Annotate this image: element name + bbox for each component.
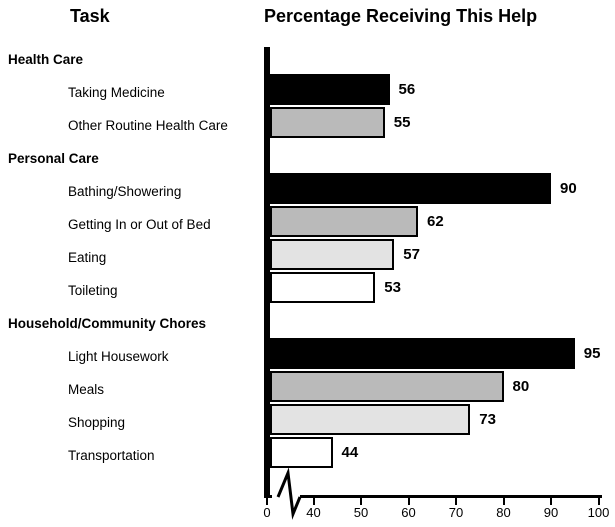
group-label: Household/Community Chores <box>8 316 207 331</box>
x-tick-mark <box>312 498 315 505</box>
task-label: Light Housework <box>68 349 169 364</box>
bar <box>270 173 551 204</box>
bar-value-label: 90 <box>560 180 577 197</box>
bar-value-label: 73 <box>479 411 496 428</box>
bar-value-label: 55 <box>393 114 411 131</box>
bar <box>270 404 471 435</box>
bar-value-label: 62 <box>427 213 444 230</box>
task-label: Meals <box>68 382 105 397</box>
x-tick-mark <box>550 498 552 505</box>
task-label: Taking Medicine <box>68 85 165 100</box>
task-label: Eating <box>68 250 107 265</box>
x-tick-mark <box>597 498 600 505</box>
x-tick-mark <box>455 498 457 505</box>
group-label: Personal Care <box>8 151 99 166</box>
task-label: Bathing/Showering <box>68 184 182 199</box>
bar <box>270 74 390 105</box>
task-label: Getting In or Out of Bed <box>68 217 211 232</box>
bar-value-label: 56 <box>398 81 416 98</box>
x-axis-line <box>264 495 602 498</box>
x-tick-label: 50 <box>353 505 369 520</box>
bar <box>270 338 575 369</box>
task-label: Shopping <box>68 415 126 430</box>
x-tick-label: 0 <box>263 505 271 520</box>
task-label: Transportation <box>68 448 155 463</box>
bar-value-label: 95 <box>583 345 601 362</box>
task-label: Toileting <box>68 283 118 298</box>
bar-value-label: 80 <box>512 378 530 395</box>
x-tick-mark <box>266 498 268 505</box>
value-column-header: Percentage Receiving This Help <box>264 6 538 26</box>
bar <box>270 437 333 468</box>
x-tick-label: 100 <box>587 505 610 520</box>
x-tick-mark <box>360 498 362 505</box>
bar <box>270 371 504 402</box>
group-label: Health Care <box>8 52 84 67</box>
bar <box>270 206 418 237</box>
bar-value-label: 57 <box>403 246 420 263</box>
bar <box>270 239 395 270</box>
x-tick-label: 90 <box>543 505 559 520</box>
bar-value-label: 44 <box>341 444 359 461</box>
bar-value-label: 53 <box>384 279 401 296</box>
axis-break-mark <box>272 468 302 520</box>
bar <box>270 107 385 138</box>
y-axis-line <box>264 47 270 498</box>
task-column-header: Task <box>70 6 110 26</box>
x-tick-label: 80 <box>496 505 511 520</box>
x-tick-mark <box>502 498 505 505</box>
x-tick-mark <box>407 498 410 505</box>
bar <box>270 272 376 303</box>
x-tick-label: 70 <box>448 505 464 520</box>
x-tick-label: 40 <box>306 505 321 520</box>
x-tick-label: 60 <box>401 505 416 520</box>
task-label: Other Routine Health Care <box>68 118 228 133</box>
